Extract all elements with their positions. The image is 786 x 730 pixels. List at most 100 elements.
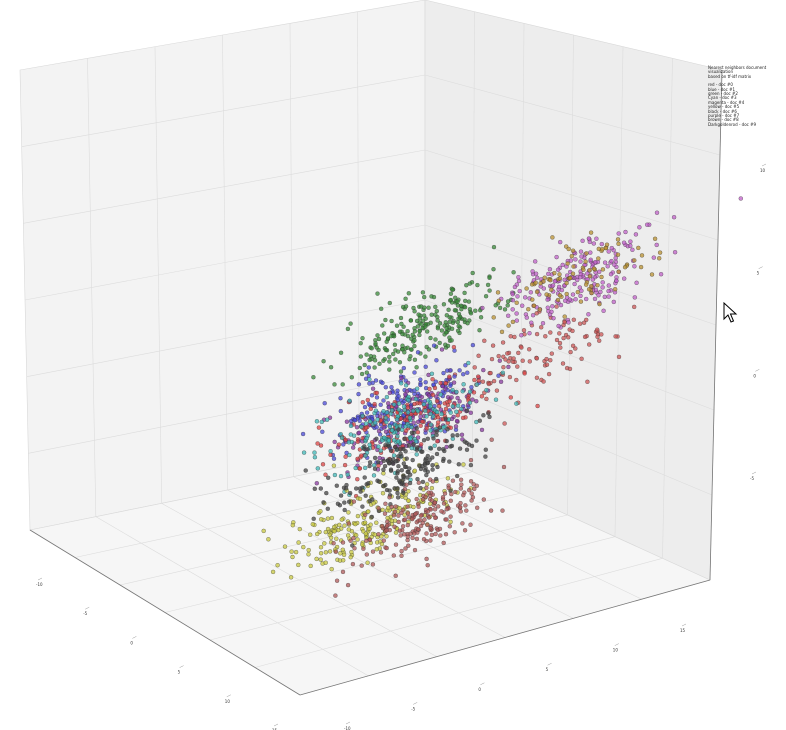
data-point — [433, 515, 438, 520]
data-point — [514, 311, 519, 316]
data-point — [505, 351, 510, 356]
data-point — [601, 308, 606, 313]
data-point — [394, 417, 400, 422]
data-point — [401, 324, 406, 329]
x-tick-label: -5 — [83, 611, 87, 616]
data-point — [370, 386, 376, 391]
data-point — [423, 324, 428, 329]
data-point — [594, 236, 599, 241]
data-point — [362, 404, 368, 410]
data-point — [430, 392, 436, 398]
data-point — [448, 519, 453, 525]
data-point — [376, 336, 382, 342]
data-point — [401, 365, 406, 371]
data-point — [332, 472, 338, 478]
data-point — [505, 299, 511, 304]
data-point — [611, 299, 616, 305]
data-point — [414, 536, 420, 542]
data-point — [439, 411, 444, 417]
data-point — [368, 522, 373, 527]
data-point — [334, 578, 340, 583]
data-point — [512, 334, 517, 340]
data-point — [551, 316, 556, 321]
data-point — [429, 312, 434, 317]
data-point — [538, 281, 543, 286]
data-point — [364, 370, 369, 375]
data-point — [430, 455, 435, 460]
data-point — [514, 318, 519, 323]
data-point — [370, 562, 376, 567]
data-point — [408, 318, 414, 323]
data-point — [514, 300, 519, 305]
data-point — [362, 475, 367, 480]
data-point — [452, 348, 457, 353]
data-point — [415, 527, 421, 532]
data-point — [410, 535, 415, 541]
data-point — [552, 279, 558, 284]
data-point — [588, 230, 594, 235]
data-point — [596, 293, 601, 298]
data-point — [402, 407, 407, 413]
data-point — [418, 513, 424, 518]
data-point — [378, 550, 384, 555]
data-point — [340, 547, 345, 552]
data-point — [374, 547, 379, 552]
data-point — [418, 423, 423, 428]
data-point — [343, 437, 348, 443]
data-point — [315, 466, 320, 471]
data-point — [588, 250, 593, 255]
data-point — [389, 334, 394, 339]
data-point — [384, 419, 389, 425]
data-point — [593, 260, 598, 265]
data-point — [600, 267, 606, 272]
data-point — [547, 312, 553, 317]
data-point — [584, 282, 589, 287]
data-point — [412, 531, 417, 536]
data-point — [578, 259, 583, 264]
data-point — [502, 307, 508, 312]
data-point — [595, 283, 600, 288]
data-point — [652, 236, 658, 241]
data-point — [469, 443, 475, 449]
data-point — [488, 508, 494, 513]
data-point — [409, 347, 414, 352]
data-point — [522, 371, 527, 376]
data-point — [357, 496, 363, 502]
data-point — [395, 458, 400, 464]
data-point — [484, 387, 489, 393]
data-point — [560, 262, 565, 268]
data-point — [415, 476, 420, 482]
data-point — [672, 250, 678, 255]
data-point — [367, 357, 372, 363]
data-point — [399, 381, 404, 386]
data-point — [372, 365, 377, 370]
data-point — [470, 397, 475, 402]
data-point — [428, 526, 433, 531]
data-point — [457, 446, 463, 451]
data-point — [316, 425, 322, 430]
data-point — [489, 437, 494, 442]
data-point — [424, 482, 430, 487]
data-point — [456, 462, 461, 467]
data-point — [374, 345, 379, 350]
data-point — [393, 542, 399, 547]
data-point — [325, 516, 331, 521]
data-point — [328, 365, 334, 370]
data-point — [476, 353, 481, 358]
data-point — [426, 393, 432, 398]
data-point — [448, 383, 453, 388]
data-point — [440, 495, 446, 500]
data-point — [389, 318, 394, 324]
data-point — [571, 317, 576, 322]
data-point — [399, 553, 404, 558]
data-point — [590, 277, 595, 282]
data-point — [439, 347, 445, 352]
data-point — [397, 528, 403, 533]
data-point — [405, 410, 411, 415]
data-point — [628, 243, 633, 248]
data-point — [477, 328, 482, 333]
data-point — [530, 297, 535, 302]
data-point — [383, 385, 388, 390]
data-point — [321, 500, 326, 505]
data-point — [582, 334, 588, 340]
